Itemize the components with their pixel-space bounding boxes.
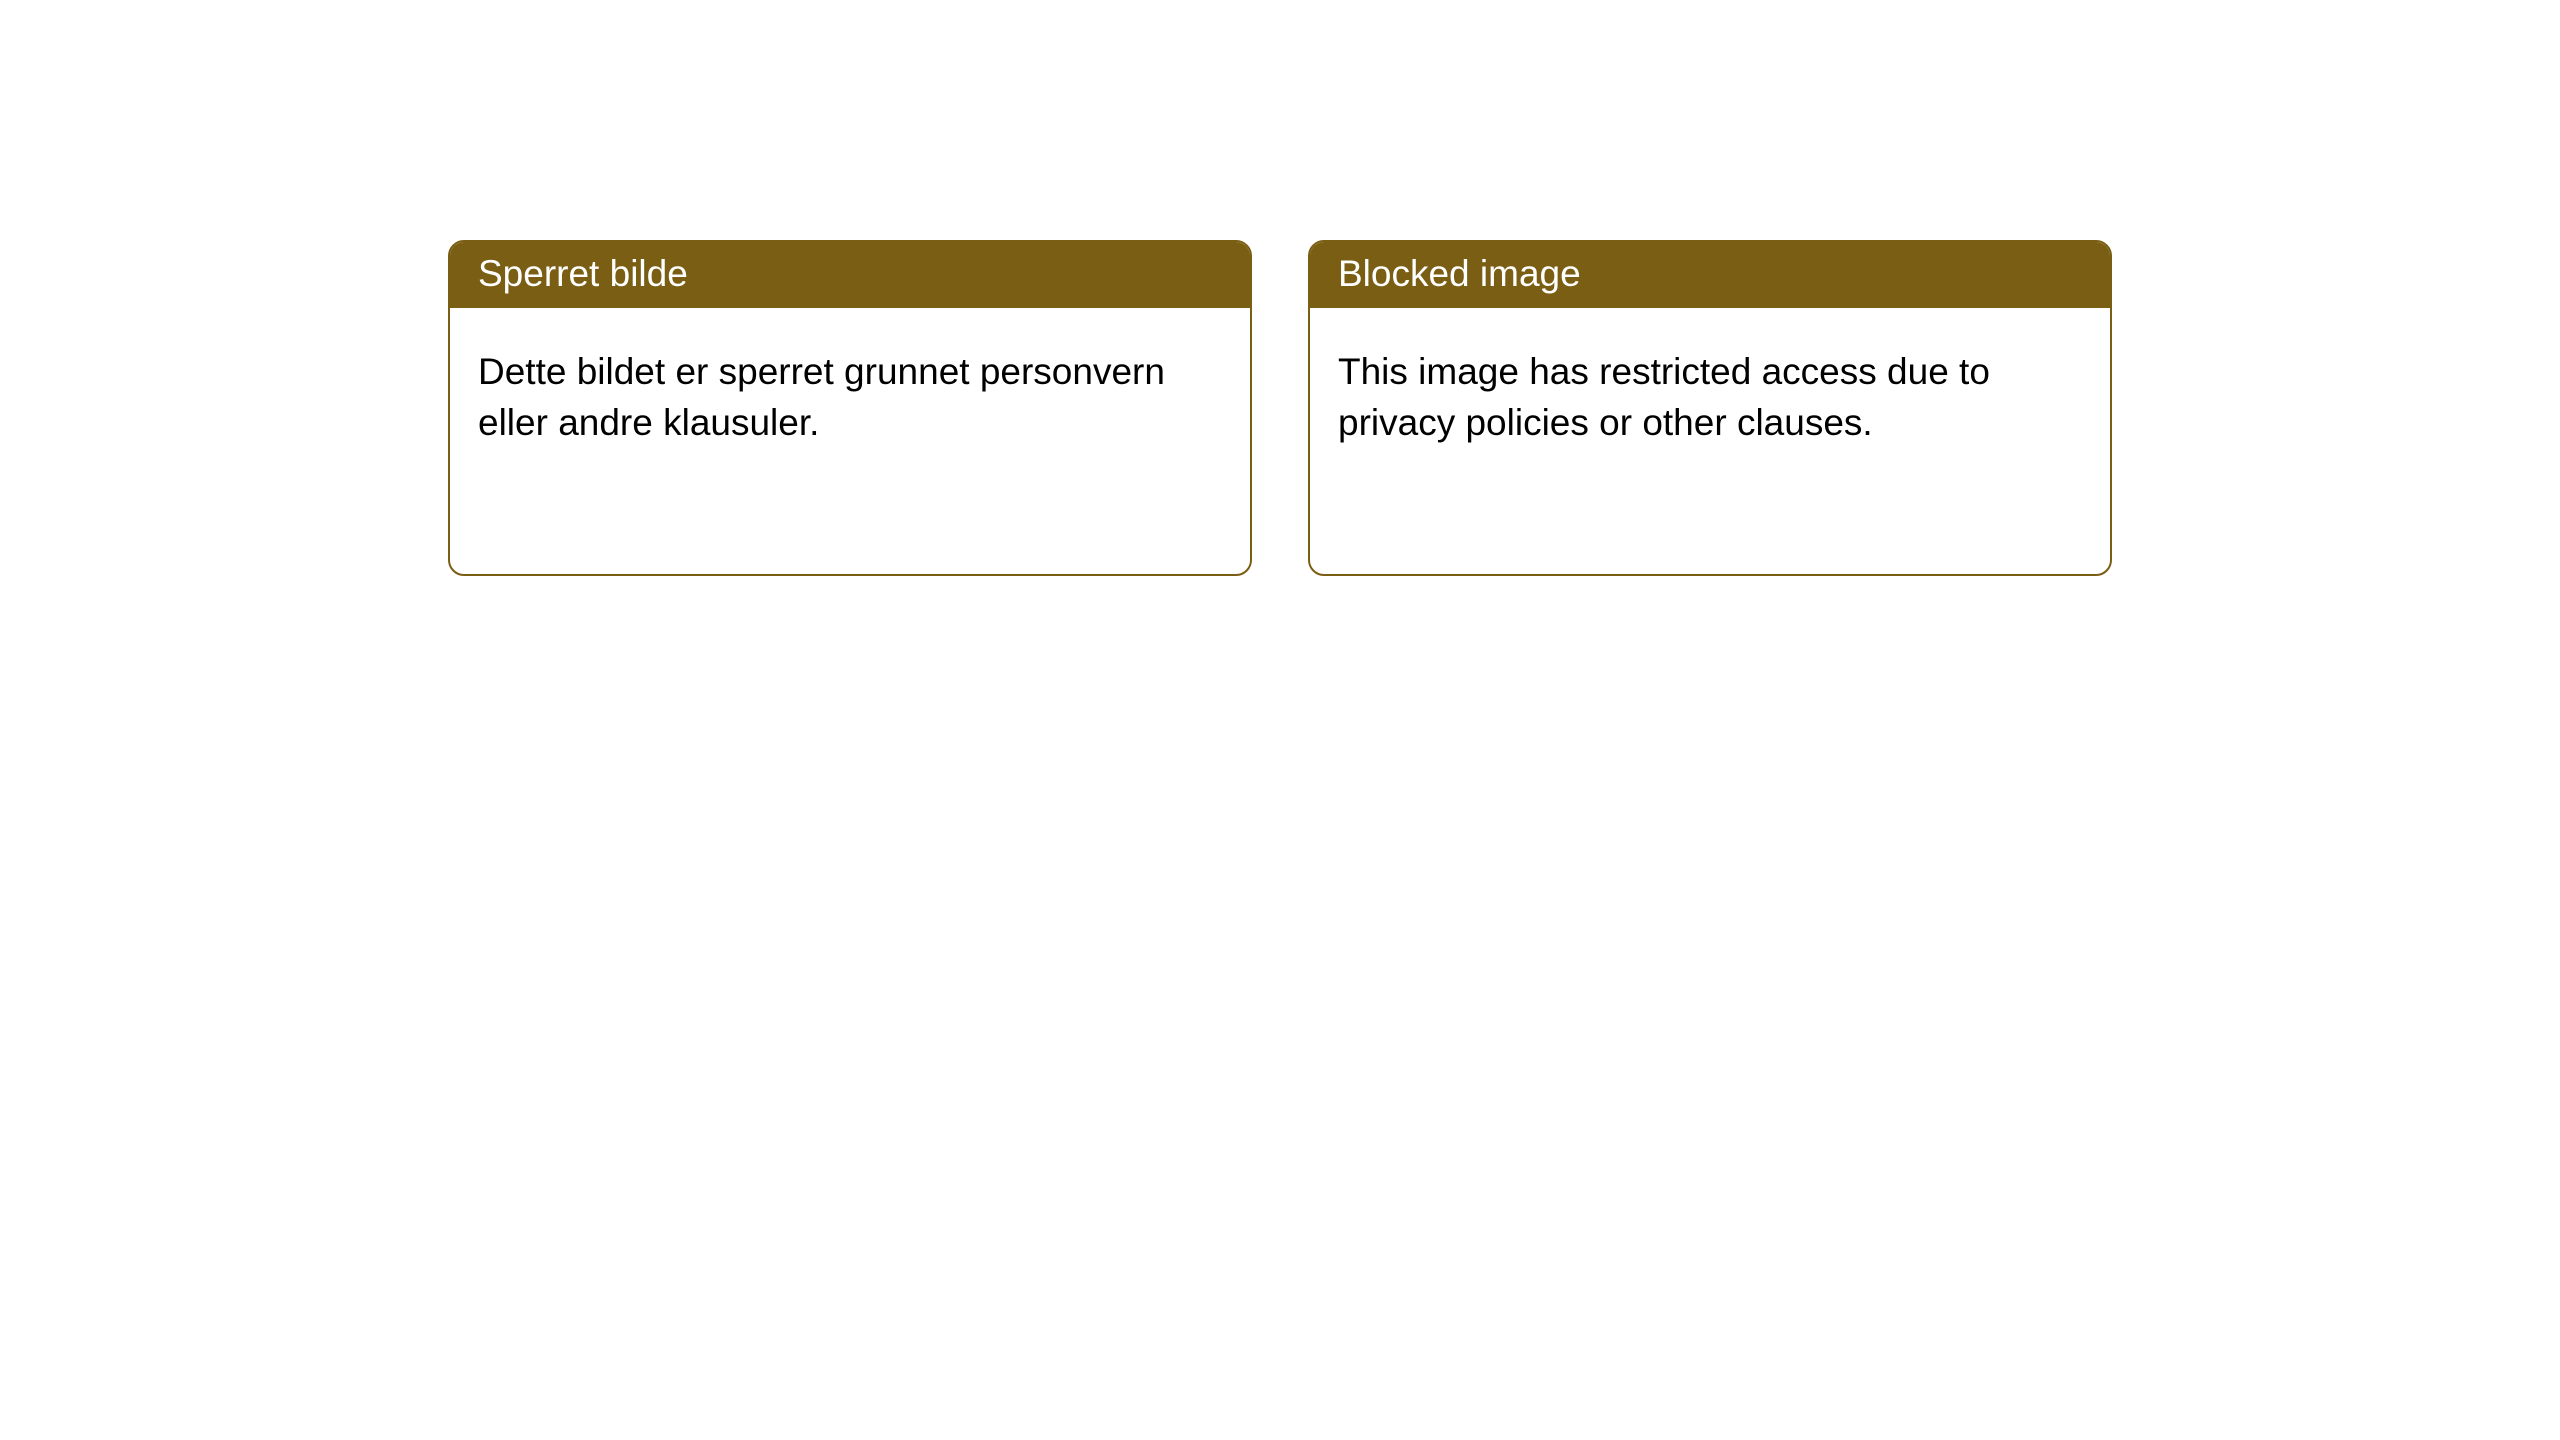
notice-header-english: Blocked image <box>1310 242 2110 308</box>
notice-body-english: This image has restricted access due to … <box>1310 308 2110 476</box>
notice-card-norwegian: Sperret bilde Dette bildet er sperret gr… <box>448 240 1252 576</box>
notice-container: Sperret bilde Dette bildet er sperret gr… <box>0 0 2560 576</box>
notice-header-norwegian: Sperret bilde <box>450 242 1250 308</box>
notice-body-norwegian: Dette bildet er sperret grunnet personve… <box>450 308 1250 476</box>
notice-card-english: Blocked image This image has restricted … <box>1308 240 2112 576</box>
